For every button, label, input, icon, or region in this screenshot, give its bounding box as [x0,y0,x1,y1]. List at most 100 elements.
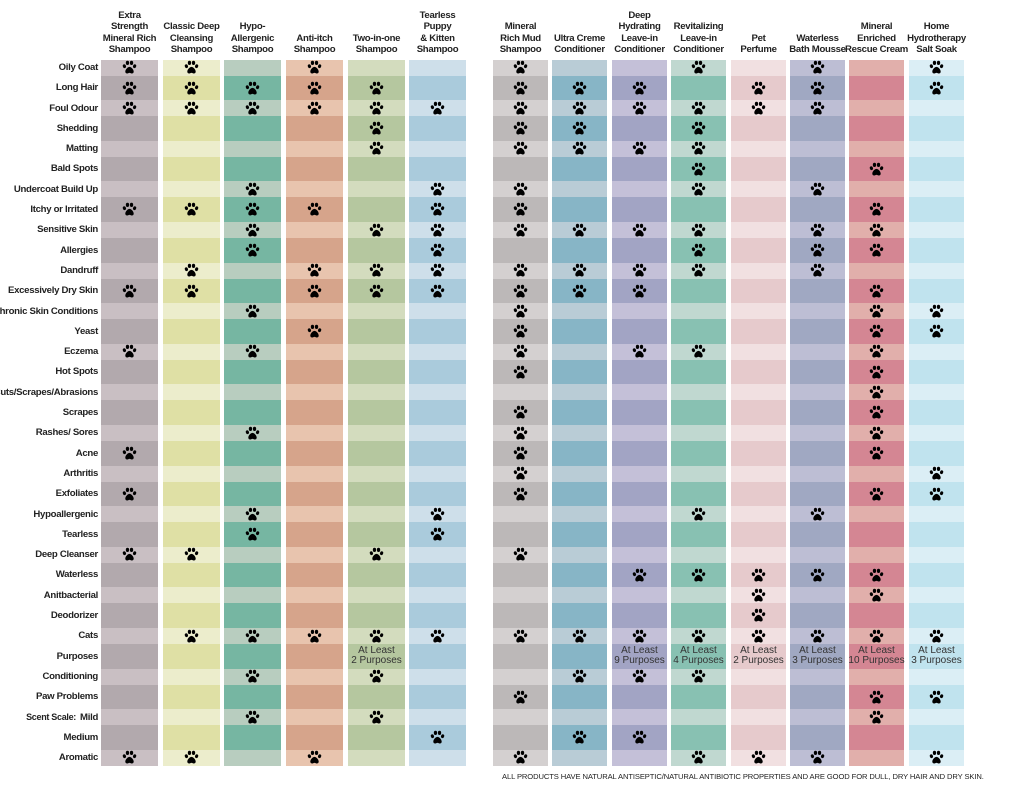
table-cell [671,75,726,101]
table-cell [348,424,405,442]
table-cell [286,749,343,767]
table-cell [612,562,667,588]
table-cell [224,725,281,751]
table-cell [286,303,343,320]
table-cell [348,481,405,507]
table-cell [493,181,548,198]
table-cell [552,75,607,101]
paw-icon [245,507,260,522]
paw-icon [430,182,445,197]
table-cell [790,59,845,77]
table-cell [493,684,548,710]
paw-icon [751,588,766,603]
table-cell [409,725,466,751]
table-cell [163,668,220,686]
table-cell [612,709,667,726]
row-label: Shedding [57,116,99,141]
table-cell [409,100,466,117]
table-cell [224,627,281,645]
row-label-text: Yeast [74,325,98,337]
table-cell [409,522,466,548]
paw-icon [929,324,944,339]
table-cell [493,140,548,158]
table-cell [909,237,964,264]
table-cell [612,100,667,117]
table-cell [163,725,220,751]
paw-icon [691,60,706,75]
row-label-text: Waterless [55,569,99,581]
table-cell: At Least 2 Purposes [731,643,786,670]
table-cell [224,140,281,158]
row-label: Dandruff [60,263,98,279]
row-label-text: Sensitive Skin [37,224,98,236]
table-cell [286,643,343,670]
table-cell [163,627,220,645]
paw-icon [632,284,647,299]
table-cell [224,481,281,507]
paw-icon [869,629,884,644]
column-header-line: Enriched [857,32,896,44]
table-cell [671,140,726,158]
table-cell [909,400,964,426]
column-header-line: Conditioner [673,44,724,56]
paw-icon [369,263,384,278]
column-header-text: Tearless Puppy & Kitten Shampoo [417,10,459,56]
column-header-line: Conditioner [614,44,665,56]
paw-icon [430,527,445,542]
table-cell [552,522,607,548]
table-cell [849,481,904,507]
column-header-line: Home [923,21,950,33]
table-cell [552,627,607,645]
table-cell [790,75,845,101]
table-cell [286,603,343,629]
row-label-text: Undercoat Build Up [13,183,98,195]
table-cell [909,156,964,182]
table-cell [790,603,845,629]
table-cell [849,440,904,467]
row-label: Rashes/ Sores [36,425,99,441]
row-label: Deep Cleanser [35,547,98,563]
table-cell [849,140,904,158]
table-cell [493,197,548,223]
table-cell [731,481,786,507]
table-cell [224,643,281,670]
table-cell [163,603,220,629]
table-cell [671,359,726,385]
table-cell [163,587,220,604]
table-cell [552,643,607,670]
row-label-text: Hypoallergenic [33,508,98,520]
paw-icon [929,81,944,96]
table-cell [849,343,904,361]
row-label: Aromatic [59,750,98,766]
paw-icon [572,141,587,156]
purposes-line: 4 Purposes [673,655,724,667]
paw-icon [513,466,528,481]
table-cell [671,603,726,629]
table-cell [552,116,607,142]
table-cell [849,319,904,345]
table-cell [224,562,281,588]
table-cell [552,603,607,629]
table-cell [849,465,904,483]
paw-icon [691,101,706,116]
column-header: Pet Perfume [723,0,794,56]
table-cell [909,562,964,588]
table-cell [348,197,405,223]
table-cell [552,481,607,507]
column-header-text: Classic Deep Cleansing Shampoo [163,21,219,56]
paw-icon [122,284,137,299]
row-label-text: Aromatic [58,752,98,764]
table-cell [849,668,904,686]
table-cell [671,587,726,604]
paw-icon [572,263,587,278]
table-cell [493,359,548,385]
table-cell [612,506,667,523]
column-header-text: Revitalizing Leave-in Conditioner [673,21,724,56]
table-cell [224,303,281,320]
column-header-text: Ultra Creme Conditioner [554,33,605,56]
paw-icon [369,223,384,238]
paw-icon [184,284,199,299]
column-header-text: Pet Perfume [740,33,777,56]
paw-icon [369,669,384,684]
paw-icon [869,324,884,339]
